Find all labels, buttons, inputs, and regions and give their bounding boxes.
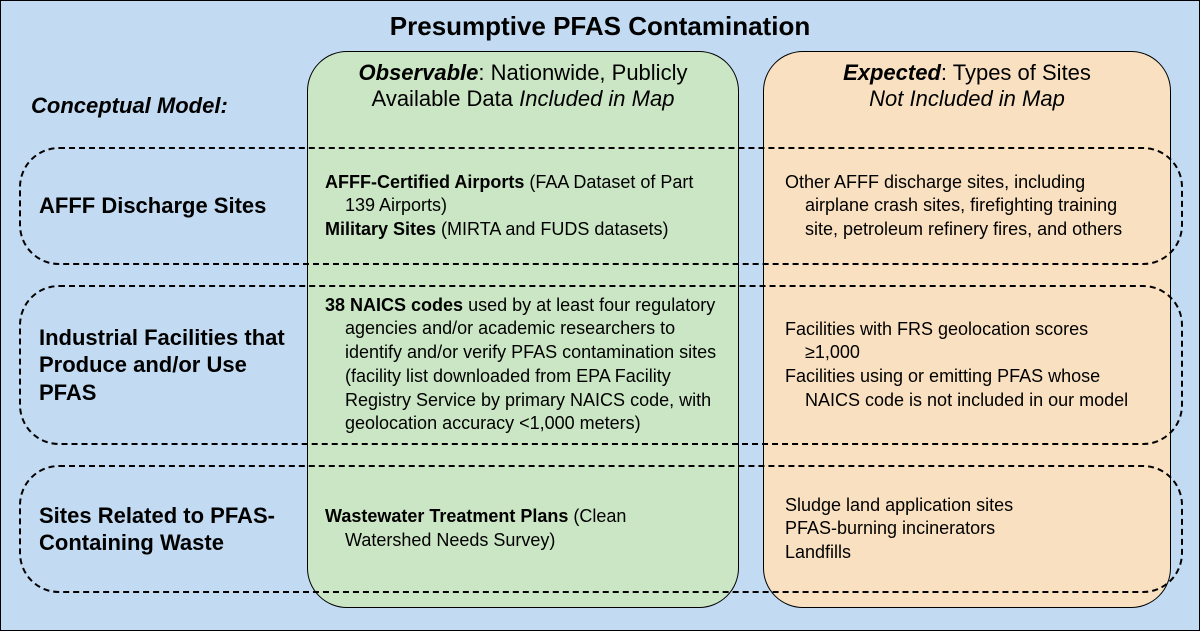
expected-header-rest: : Types of Sites	[941, 60, 1091, 85]
row-label-industrial: Industrial Facilities that Produce and/o…	[39, 285, 291, 445]
diagram-title: Presumptive PFAS Contamination	[1, 11, 1199, 42]
row-label-waste: Sites Related to PFAS-Containing Waste	[39, 465, 291, 593]
expected-cell-waste: Sludge land application sitesPFAS-burnin…	[785, 494, 1149, 565]
row-label-afff: AFFF Discharge Sites	[39, 147, 291, 265]
observable-header-tail: Included in Map	[519, 86, 674, 111]
expected-header-tail: Not Included in Map	[869, 86, 1065, 111]
expected-header-bold: Expected	[843, 60, 941, 85]
observable-header-bold: Observable	[359, 60, 479, 85]
conceptual-model-header: Conceptual Model:	[31, 93, 228, 119]
observable-column-header: Observable: Nationwide, Publicly Availab…	[308, 52, 738, 112]
observable-cell-afff: AFFF-Certified Airports (FAA Dataset of …	[325, 171, 725, 242]
expected-cell-afff: Other AFFF discharge sites, including ai…	[785, 171, 1149, 242]
observable-cell-waste: Wastewater Treatment Plans (Clean Waters…	[325, 505, 725, 553]
observable-cell-industrial: 38 NAICS codes used by at least four reg…	[325, 294, 725, 437]
expected-column-header: Expected: Types of Sites Not Included in…	[764, 52, 1170, 112]
diagram-canvas: Presumptive PFAS Contamination Observabl…	[0, 0, 1200, 631]
expected-cell-industrial: Facilities with FRS geolocation scores ≥…	[785, 318, 1149, 413]
